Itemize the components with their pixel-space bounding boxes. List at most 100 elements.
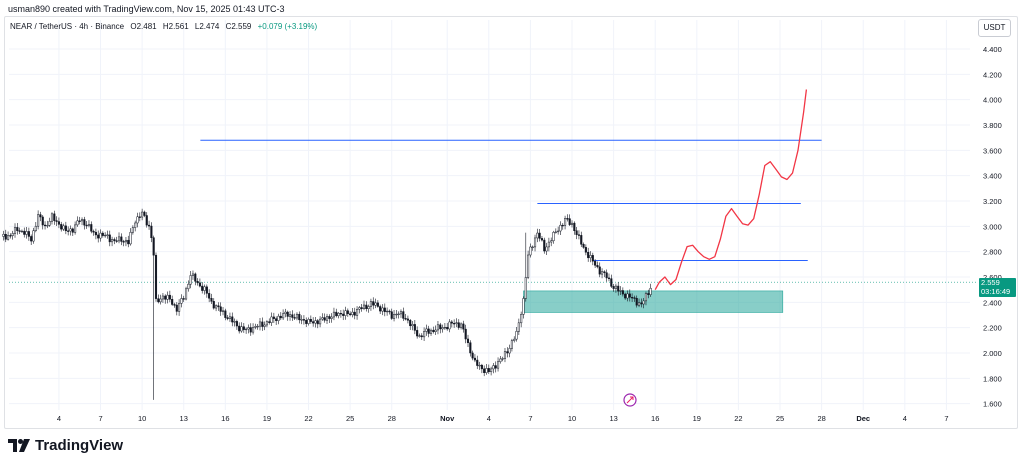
candle-body	[159, 298, 162, 303]
candle-body	[265, 321, 268, 326]
candle	[494, 361, 497, 373]
ohlc-low: L2.474	[194, 22, 220, 31]
currency-button[interactable]: USDT	[978, 19, 1011, 37]
brand-name: TradingView	[35, 437, 124, 454]
candle	[138, 212, 141, 222]
candle-body	[205, 286, 208, 294]
candle	[2, 230, 5, 241]
candle-body	[582, 244, 585, 248]
candle-body	[228, 316, 232, 319]
candle	[337, 311, 340, 319]
candle-body	[591, 255, 594, 262]
candle	[469, 340, 472, 357]
candle-body	[37, 214, 40, 227]
price-tick-label: 3.400	[983, 172, 1002, 181]
candle	[508, 344, 511, 358]
candle-body	[83, 219, 86, 226]
candle-body	[402, 311, 405, 319]
candle-body	[388, 310, 391, 313]
candle-body	[406, 318, 409, 321]
candle	[127, 235, 130, 248]
candle-body	[242, 326, 245, 330]
candle-body	[642, 300, 645, 305]
candle	[501, 356, 504, 362]
price-tick-label: 2.200	[983, 324, 1002, 333]
candle-body	[580, 235, 583, 245]
candle-body	[557, 230, 560, 233]
candle	[69, 225, 72, 236]
candle-body	[286, 311, 289, 317]
candle	[30, 234, 33, 245]
candle	[436, 321, 440, 335]
candle	[309, 315, 312, 324]
candle	[53, 210, 56, 225]
candle-body	[492, 365, 495, 370]
candle	[402, 307, 405, 322]
candle	[543, 237, 546, 254]
candle-body	[626, 293, 629, 299]
candle-body	[92, 231, 95, 233]
candle	[180, 294, 183, 308]
candle-body	[633, 297, 636, 299]
candle-body	[143, 211, 146, 216]
candle-body	[466, 338, 470, 343]
candle-body	[515, 331, 518, 340]
candle	[554, 228, 557, 234]
candle-body	[619, 290, 622, 292]
candle	[457, 319, 460, 330]
candle-body	[344, 310, 347, 316]
candle	[466, 334, 470, 348]
candle-body	[11, 233, 14, 236]
candle-body	[80, 219, 84, 222]
candle-body	[379, 306, 382, 312]
tradingview-logo[interactable]: TradingView	[8, 437, 123, 454]
candle	[272, 312, 275, 323]
candle	[628, 289, 631, 302]
candle	[111, 236, 114, 247]
candle	[175, 302, 178, 316]
candle	[215, 304, 218, 312]
candle-body	[240, 326, 243, 332]
candle	[351, 308, 354, 318]
candle-body	[50, 213, 54, 222]
candle-body	[148, 224, 151, 227]
candle	[369, 298, 372, 311]
candle-body	[545, 246, 548, 252]
candle	[325, 313, 329, 325]
candle-body	[279, 315, 282, 319]
candle-body	[291, 314, 294, 318]
candle-body	[173, 304, 176, 306]
candle	[228, 312, 232, 322]
candle-body	[478, 364, 481, 367]
candle-body	[115, 240, 118, 242]
candle-body	[224, 310, 227, 318]
candle-body	[277, 315, 280, 321]
candle-body	[349, 313, 352, 316]
candle	[513, 336, 516, 343]
candle	[64, 221, 67, 235]
candle	[141, 208, 144, 221]
candle-body	[397, 313, 400, 315]
candle	[344, 306, 347, 320]
candle	[568, 214, 571, 226]
candle	[573, 221, 576, 235]
candle	[219, 302, 222, 316]
ohlc-high: H2.561	[162, 22, 189, 31]
candle	[238, 322, 241, 334]
candle-body	[247, 327, 250, 330]
candle-body	[566, 218, 569, 220]
price-tick-label: 1.800	[983, 374, 1002, 383]
ohlc-open: O2.481	[130, 22, 157, 31]
candle-body	[138, 216, 141, 218]
time-tick-label: 25	[776, 414, 784, 423]
candle	[233, 318, 236, 327]
replay-icon[interactable]	[623, 393, 637, 407]
candle	[455, 318, 458, 328]
candle	[492, 362, 495, 374]
candle-body	[117, 236, 121, 242]
candle-body	[446, 326, 449, 330]
candle	[506, 347, 509, 358]
candle-body	[85, 224, 88, 227]
candle	[305, 317, 308, 328]
candle-body	[55, 220, 58, 222]
